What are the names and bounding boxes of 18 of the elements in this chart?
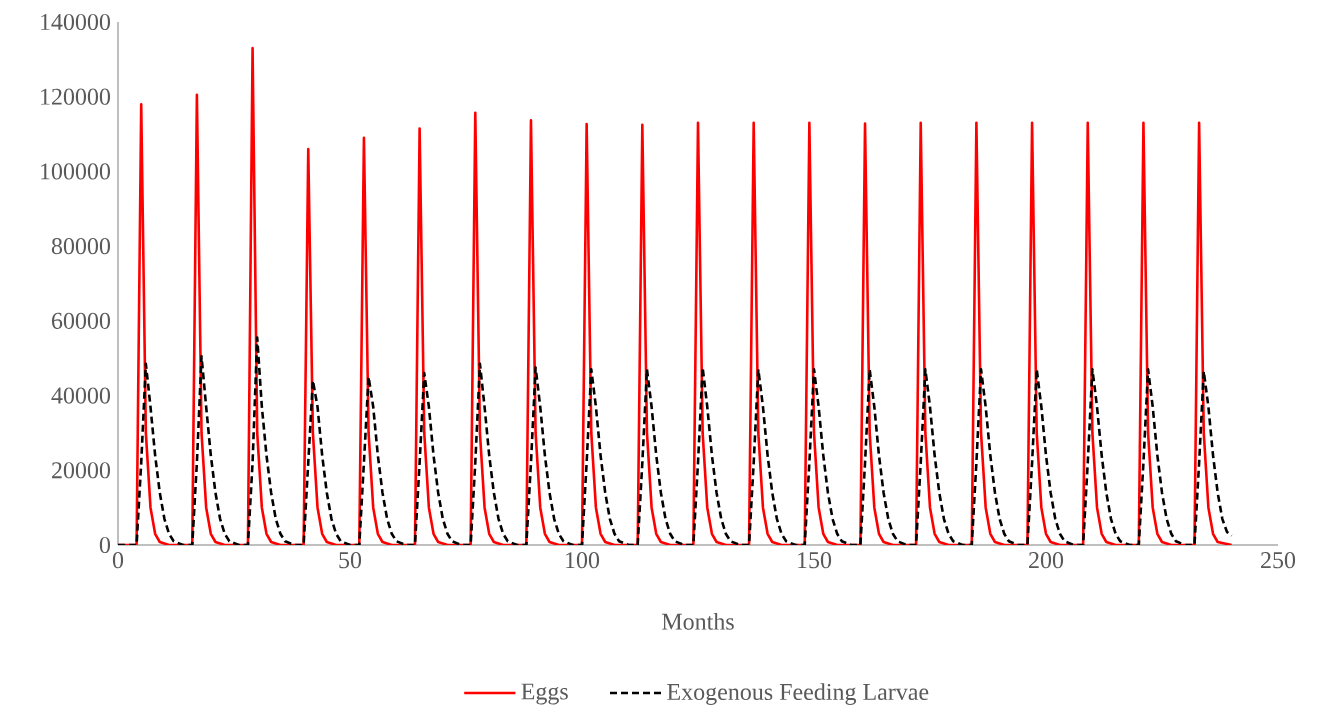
y-tick-label: 80000 xyxy=(51,238,111,255)
x-axis-title: Months xyxy=(662,612,734,630)
y-tick-label: 60000 xyxy=(51,312,111,329)
y-tick-label: 0 xyxy=(99,536,111,554)
legend-label: Exogenous Feeding Larvae xyxy=(667,683,929,705)
x-tick-label: 0 xyxy=(112,552,124,569)
y-tick-label: 120000 xyxy=(41,88,111,105)
y-tick-label: 100000 xyxy=(41,163,111,180)
y-tick-label: 40000 xyxy=(51,387,111,404)
line-series xyxy=(118,336,1233,545)
y-tick-label: 140000 xyxy=(41,13,111,31)
y-tick-label: 20000 xyxy=(52,462,111,479)
x-tick-label: 150 xyxy=(798,552,832,569)
x-tick-label: 200 xyxy=(1029,552,1064,569)
x-tick-label: 50 xyxy=(339,552,362,569)
x-tick-label: 100 xyxy=(566,552,600,569)
x-tick-label: 250 xyxy=(1261,552,1296,569)
legend-label: Eggs xyxy=(521,683,568,705)
